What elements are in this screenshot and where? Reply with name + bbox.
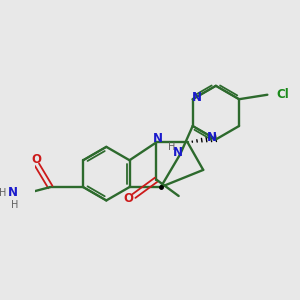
Text: O: O [31,153,41,166]
Text: O: O [124,192,134,205]
Text: N: N [8,186,18,199]
Text: N: N [172,146,182,159]
Text: N: N [207,131,218,144]
Text: N: N [192,91,202,104]
Text: N: N [153,132,163,146]
Text: H: H [0,188,7,198]
Text: Cl: Cl [276,88,289,101]
Text: H: H [168,142,175,152]
Text: H: H [11,200,18,210]
